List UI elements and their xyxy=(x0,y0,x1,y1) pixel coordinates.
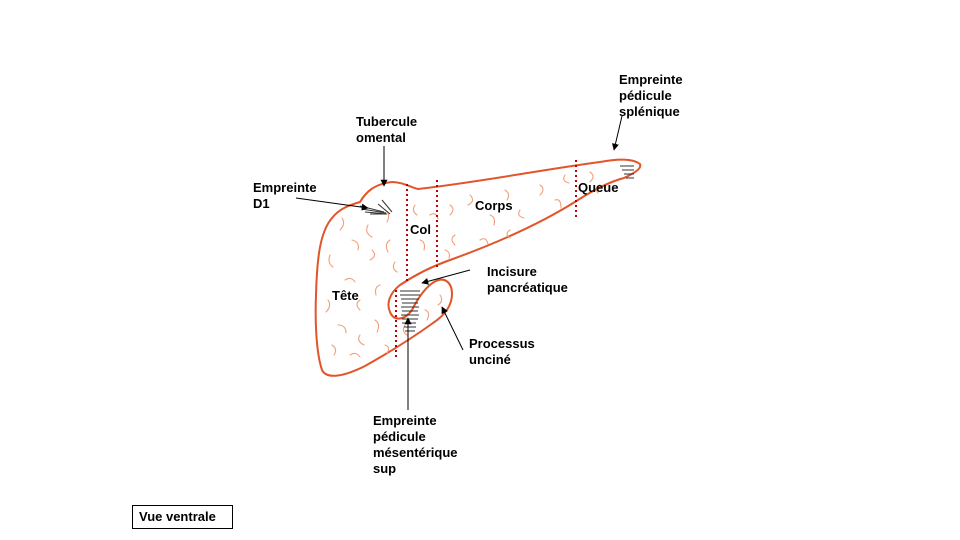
imprint-hatching xyxy=(359,165,634,332)
view-label: Vue ventrale xyxy=(139,509,216,524)
body-label: Corps xyxy=(475,198,513,213)
pancreatic-notch-label: Incisure pancréatique xyxy=(487,264,568,295)
splenic-imprint-label: Empreinte pédicule splénique xyxy=(619,72,683,119)
pancreas-outline xyxy=(314,158,642,377)
omental-tuber-label: Tubercule omental xyxy=(356,114,418,145)
view-label-box: Vue ventrale xyxy=(132,505,233,529)
tail-label: Queue xyxy=(578,180,619,195)
d1-imprint-label: Empreinte D1 xyxy=(253,180,317,211)
region-separators xyxy=(395,160,577,358)
head-label: Tête xyxy=(332,288,359,303)
neck-label: Col xyxy=(410,222,431,237)
leader-arrows xyxy=(295,115,623,410)
uncinate-process-label: Processus unciné xyxy=(469,336,535,367)
sma-imprint-label: Empreinte pédicule mésentérique sup xyxy=(373,413,458,476)
